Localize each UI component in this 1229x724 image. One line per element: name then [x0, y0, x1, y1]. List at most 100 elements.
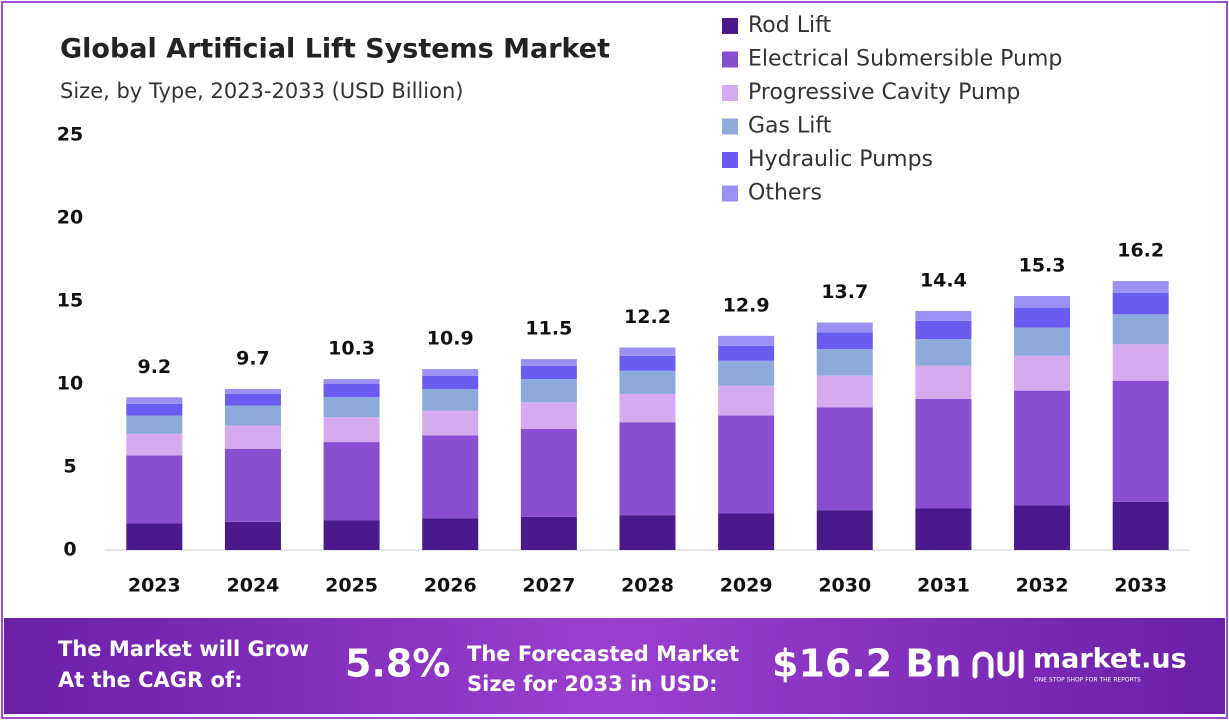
x-tick-label: 2031: [917, 575, 970, 597]
bar-segment: [1112, 292, 1169, 315]
bar-segment: [718, 513, 775, 550]
bar-segment: [126, 433, 183, 456]
total-label: 16.2: [1117, 240, 1164, 262]
bar-segment: [718, 385, 775, 416]
total-label: 15.3: [1019, 255, 1066, 277]
logo-shape: [972, 651, 994, 679]
bar-segment: [619, 347, 676, 356]
total-label: 9.2: [137, 356, 171, 378]
x-tick-label: 2025: [325, 575, 378, 597]
legend-swatch: [722, 51, 738, 68]
bar-segment: [1112, 281, 1169, 293]
bar-segment: [619, 422, 676, 516]
x-tick-label: 2028: [621, 575, 674, 597]
total-label: 10.3: [328, 338, 375, 360]
bar-segment: [323, 384, 380, 398]
bar-segment: [323, 442, 380, 521]
bar-segment: [323, 379, 380, 384]
y-tick-label: 0: [63, 539, 76, 561]
y-tick-label: 5: [63, 456, 76, 478]
bar-segment: [816, 510, 873, 550]
bar-segment: [1014, 355, 1071, 391]
bar-segment: [520, 428, 577, 517]
bar-segment: [1112, 314, 1169, 345]
bar-segment: [1014, 505, 1071, 550]
bar-segment: [1014, 296, 1071, 308]
legend-label: Hydraulic Pumps: [748, 147, 933, 172]
legend-label: Others: [748, 181, 822, 206]
bar-segment: [126, 415, 183, 434]
bar-segment: [718, 345, 775, 361]
bar-segment: [520, 379, 577, 403]
x-tick-label: 2030: [818, 575, 871, 597]
bar-segment: [619, 393, 676, 423]
bar-segment: [126, 397, 183, 404]
legend-swatch: [722, 85, 738, 101]
bar-segment: [422, 375, 479, 389]
bar-segment: [422, 518, 479, 550]
bar-segment: [323, 417, 380, 443]
legend-label: Progressive Cavity Pump: [748, 80, 1020, 105]
brand-logo: [972, 649, 1024, 679]
bar-segment: [1014, 307, 1071, 328]
total-label: 13.7: [821, 281, 868, 303]
cagr-text: At the CAGR of:: [58, 668, 243, 692]
cagr-text: The Market will Grow: [58, 637, 309, 661]
brand-tagline: ONE STOP SHOP FOR THE REPORTS: [1034, 677, 1141, 684]
bar-segment: [520, 402, 577, 429]
legend-swatch: [722, 185, 738, 202]
forecast-text: Size for 2033 in USD:: [467, 672, 718, 696]
legend-label: Gas Lift: [748, 114, 832, 139]
bar-segment: [224, 448, 281, 522]
bar-segment: [1014, 327, 1071, 356]
total-label: 12.2: [624, 306, 671, 328]
bar-segment: [224, 388, 281, 394]
bar-segment: [224, 405, 281, 426]
bar-segment: [520, 516, 577, 550]
bar-segment: [1112, 501, 1169, 550]
bar-segment: [422, 388, 479, 411]
bar-segment: [816, 375, 873, 408]
y-tick-label: 10: [57, 373, 83, 395]
bar-segment: [915, 365, 972, 399]
chart-title: Global Artificial Lift Systems Market: [60, 34, 610, 65]
legend-swatch: [722, 18, 738, 34]
bar-segment: [915, 508, 972, 550]
x-tick-label: 2026: [424, 575, 477, 597]
bar-segment: [619, 515, 676, 550]
bar-segment: [224, 521, 281, 550]
bar-segment: [718, 335, 775, 346]
x-tick-label: 2032: [1016, 575, 1069, 597]
bar-segment: [520, 365, 577, 380]
bar-segment: [619, 370, 676, 394]
y-tick-label: 15: [57, 290, 83, 312]
y-tick-label: 25: [57, 124, 83, 146]
forecast-text: The Forecasted Market: [467, 642, 739, 666]
bar-segment: [816, 322, 873, 333]
legend-swatch: [722, 118, 738, 135]
chart-subtitle: Size, by Type, 2023-2033 (USD Billion): [60, 79, 463, 103]
bar-segment: [915, 310, 972, 321]
bar-segment: [323, 397, 380, 418]
bar-segment: [816, 332, 873, 350]
bar-segment: [224, 393, 281, 406]
bar-segment: [915, 320, 972, 340]
total-label: 12.9: [723, 294, 770, 316]
bar-segment: [126, 455, 183, 524]
x-tick-label: 2023: [128, 575, 181, 597]
total-label: 11.5: [525, 318, 572, 340]
brand-name: market.us: [1033, 644, 1187, 675]
bar-segment: [126, 403, 183, 416]
bar-segment: [1014, 390, 1071, 506]
total-label: 14.4: [920, 269, 967, 291]
forecast-value: $16.2 Bn: [772, 642, 961, 686]
total-label: 10.9: [427, 328, 474, 350]
bar-segment: [520, 359, 577, 366]
bar-segment: [323, 520, 380, 550]
bar-segment: [915, 339, 972, 366]
logo-shape: [997, 651, 1015, 677]
bar-segment: [1112, 380, 1169, 502]
bar-segment: [224, 425, 281, 449]
bar-segment: [422, 410, 479, 436]
